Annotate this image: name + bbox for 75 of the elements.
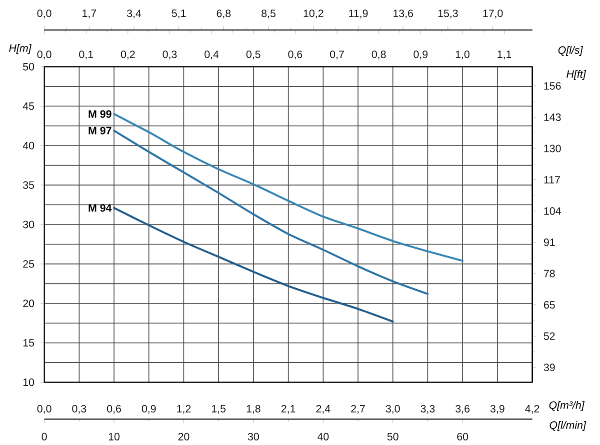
y-tick-label: 30 xyxy=(23,220,34,228)
y2-tick-label: 78 xyxy=(544,270,555,278)
y2-tick-label: 65 xyxy=(544,301,555,309)
y2-tick-label: 117 xyxy=(544,176,560,184)
x2-tick-label: 0,4 xyxy=(204,50,219,60)
x-tick-label: 3,6 xyxy=(456,404,470,414)
text: 1,7 xyxy=(82,10,96,18)
y-tick-label: 25 xyxy=(23,260,34,268)
x2-tick-label: 1,0 xyxy=(456,50,470,60)
text: 13,6 xyxy=(394,10,413,18)
x-tick-label: 3,3 xyxy=(420,404,435,414)
y2-axis-title: H[ft] xyxy=(566,70,586,80)
x-tick-label: 1,2 xyxy=(177,404,191,414)
series-label: M 94 xyxy=(88,204,112,212)
y2-tick-label: 156 xyxy=(544,82,561,90)
line-series xyxy=(113,130,429,295)
y2-tick-label: 130 xyxy=(544,144,561,152)
x2-tick-label: 0,0 xyxy=(37,50,52,60)
text: 0 xyxy=(42,432,47,440)
text: 17,0 xyxy=(483,10,503,18)
text: 10,2 xyxy=(304,10,324,18)
x2-tick-label: 0,9 xyxy=(414,50,428,60)
x2-tick-label: 0,2 xyxy=(120,50,135,60)
text: 50 xyxy=(387,432,398,440)
x-tick-label: 2,4 xyxy=(316,404,330,414)
text: 10 xyxy=(108,432,120,440)
x-tick-label: 1,8 xyxy=(246,404,260,414)
text: 30 xyxy=(248,432,259,440)
y2-tick-label: 52 xyxy=(544,332,555,340)
x-tick-label: 2,1 xyxy=(281,404,296,414)
y-axis-title: H[m] xyxy=(9,44,32,54)
x2-tick-label: 0,3 xyxy=(162,50,177,60)
line-series xyxy=(113,113,464,262)
x-tick-label: 3,9 xyxy=(490,404,504,414)
text: Q[l/min] xyxy=(550,421,586,431)
x2-tick-label: 0,6 xyxy=(288,50,302,60)
x-tick-label: 3,0 xyxy=(386,404,400,414)
y2-tick-label: 143 xyxy=(544,113,561,121)
x2-tick-label: 0,8 xyxy=(372,50,386,60)
x-tick-label: 4,2 xyxy=(525,404,540,414)
y-tick-label: 20 xyxy=(23,300,34,308)
y-tick-label: 50 xyxy=(23,62,34,70)
text: 6,8 xyxy=(216,10,231,18)
x2-axis-title: Q[l/s] xyxy=(558,46,583,56)
text: 0,0 xyxy=(37,10,52,18)
x-tick-label: 0,6 xyxy=(107,404,121,414)
x-axis-title: Q[m³/h] xyxy=(549,401,585,411)
text: 60 xyxy=(457,432,468,440)
text: 5,1 xyxy=(172,10,186,18)
y-tick-label: 35 xyxy=(23,181,34,189)
line-series xyxy=(113,206,394,323)
y2-tick-label: 39 xyxy=(544,364,555,372)
y-tick-label: 10 xyxy=(23,378,34,386)
text: 11,9 xyxy=(349,10,368,18)
text: 20 xyxy=(178,432,190,440)
x2-tick-label: 1,1 xyxy=(498,50,512,60)
x-tick-label: 0,9 xyxy=(142,404,156,414)
series-label: M 97 xyxy=(88,126,112,134)
text: 8,5 xyxy=(262,10,276,18)
y-tick-label: 40 xyxy=(22,142,34,150)
y2-tick-label: 91 xyxy=(544,238,555,246)
y2-tick-label: 104 xyxy=(544,207,561,215)
text: 40 xyxy=(317,432,329,440)
x2-tick-label: 0,1 xyxy=(79,50,94,60)
x2-tick-label: 0,7 xyxy=(330,50,344,60)
text: 3,4 xyxy=(126,10,142,18)
series-label: M 99 xyxy=(88,110,112,118)
x-tick-label: 1,5 xyxy=(212,405,226,414)
x-tick-label: 0,0 xyxy=(37,404,52,414)
y-tick-label: 15 xyxy=(23,339,34,347)
x-tick-label: 2,7 xyxy=(351,404,365,414)
x2-tick-label: 0,5 xyxy=(246,50,260,60)
y-tick-label: 45 xyxy=(22,102,34,110)
text: 15,3 xyxy=(438,10,458,18)
x-tick-label: 0,3 xyxy=(72,404,86,414)
